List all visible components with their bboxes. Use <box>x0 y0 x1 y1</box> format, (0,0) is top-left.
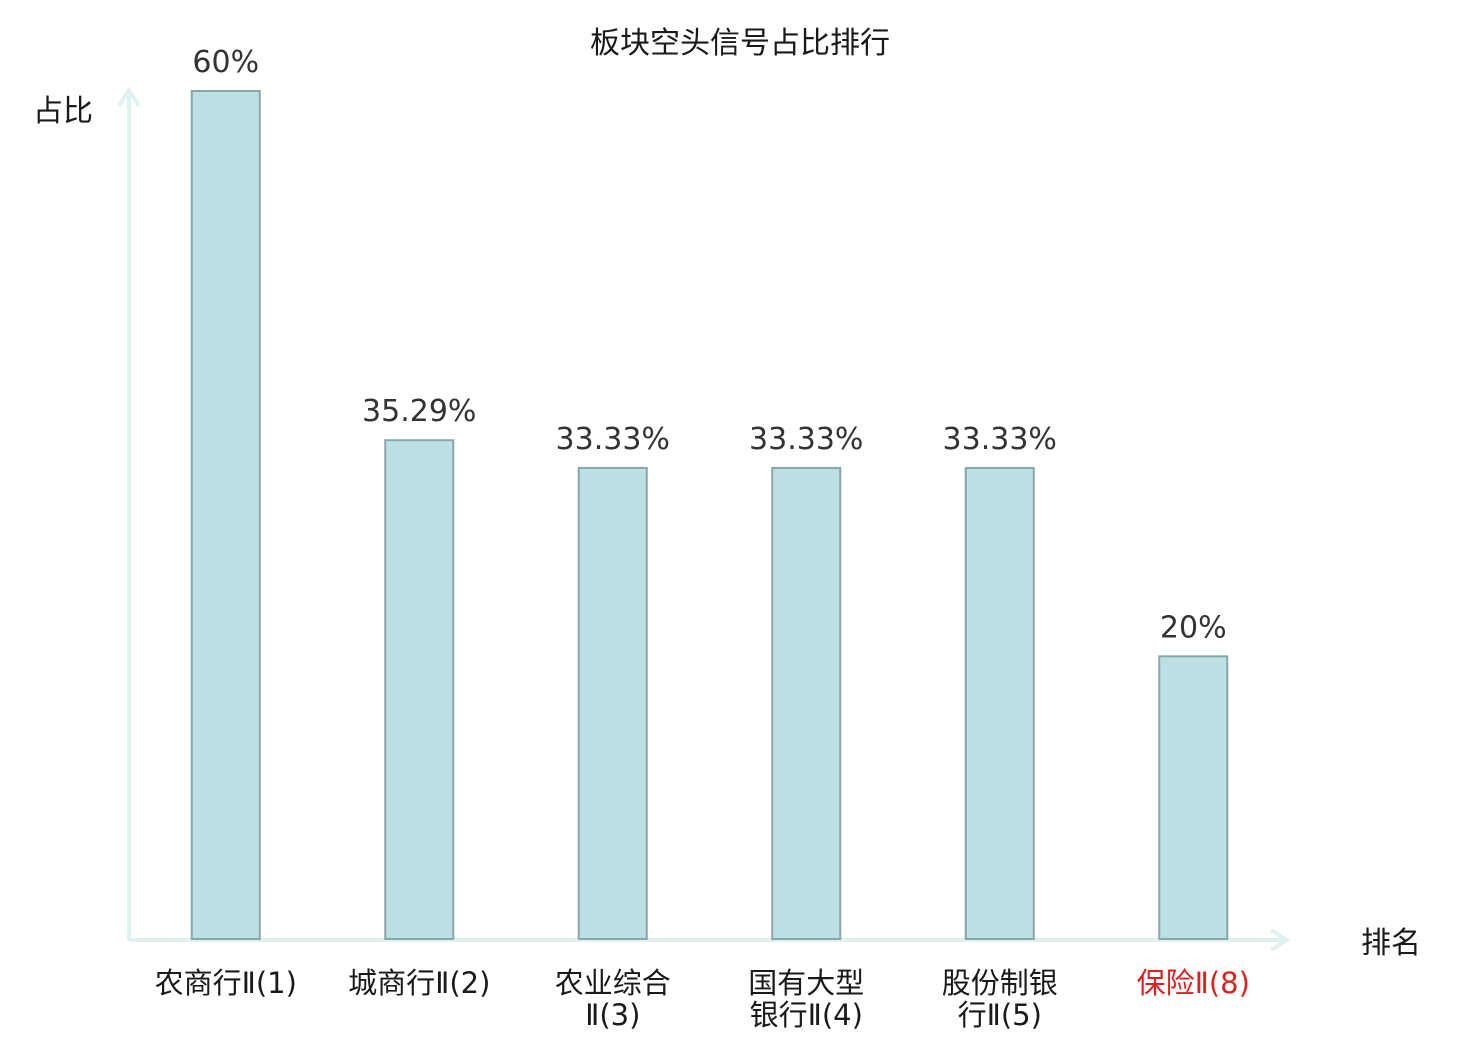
y-axis-arrow-icon <box>117 86 141 108</box>
category-label-1: 农商行Ⅱ(1) <box>155 966 297 1000</box>
category-label-5-line-2: 行Ⅱ(5) <box>958 998 1042 1032</box>
x-axis <box>129 928 1291 952</box>
value-label-1: 60% <box>192 45 259 80</box>
category-label-3-line-1: 农业综合 <box>555 966 671 1000</box>
bar-1 <box>190 90 261 940</box>
value-label-3: 33.33% <box>556 422 670 457</box>
value-label-2: 35.29% <box>362 394 476 429</box>
category-label-6: 保险Ⅱ(8) <box>1137 966 1250 1000</box>
chart-title: 板块空头信号占比排行 <box>590 26 890 61</box>
value-label-4: 33.33% <box>749 422 863 457</box>
bar-2 <box>384 439 455 940</box>
bar-5 <box>964 466 1035 940</box>
category-label-5-line-1: 股份制银 <box>942 966 1058 1000</box>
bar-3 <box>577 466 648 940</box>
value-label-5: 33.33% <box>943 422 1057 457</box>
value-label-6: 20% <box>1160 610 1227 645</box>
x-axis-label: 排名 <box>1361 926 1421 961</box>
bar-6 <box>1158 655 1229 940</box>
category-label-2: 城商行Ⅱ(2) <box>348 966 490 1000</box>
bars-group <box>190 90 1229 940</box>
category-label-4-line-1: 国有大型 <box>748 966 864 1000</box>
category-label-3-line-2: Ⅱ(3) <box>585 998 640 1032</box>
value-labels-group: 60% 35.29% 33.33% 33.33% 33.33% 20% <box>192 45 1226 645</box>
bar-4 <box>771 466 842 940</box>
category-label-4-line-2: 银行Ⅱ(4) <box>750 998 863 1032</box>
x-axis-arrow-icon <box>1269 928 1291 952</box>
y-axis-label: 占比 <box>33 94 93 129</box>
y-axis <box>117 86 141 941</box>
